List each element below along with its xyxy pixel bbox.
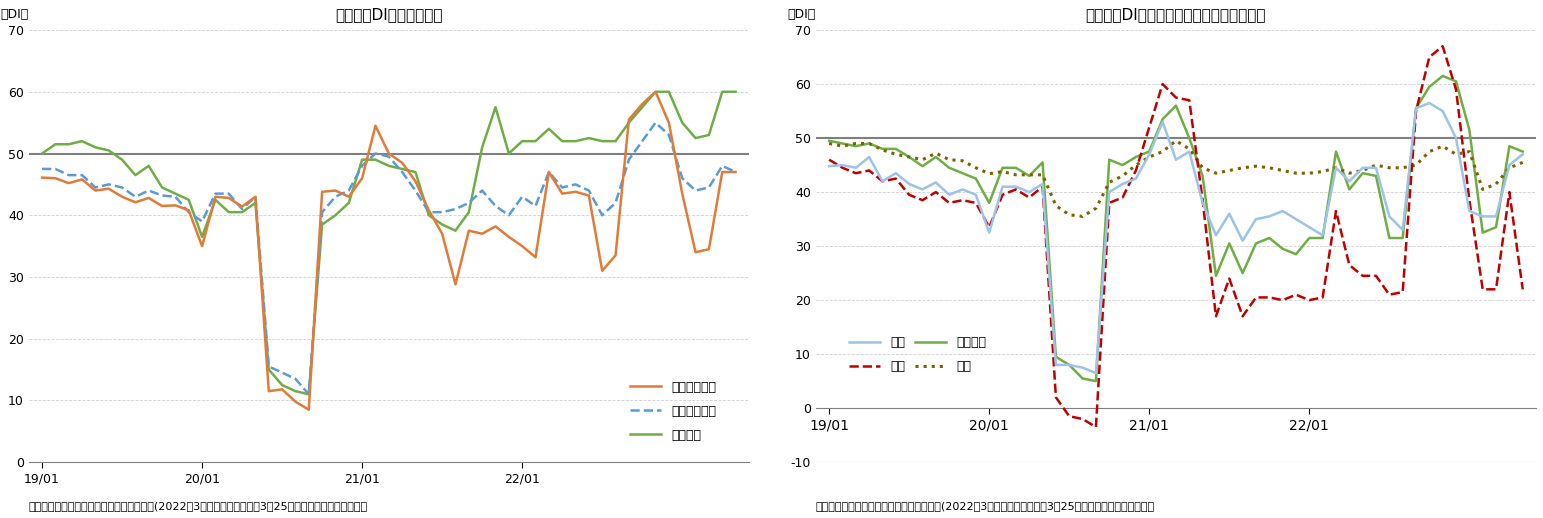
Title: 現状判断DIの内訳の推移: 現状判断DIの内訳の推移 bbox=[335, 7, 443, 22]
Text: （出所）内閣府「景気ウォッチャー調査」(2022年3月調査、調査期間：3月25日から月末、季節調整値）: （出所）内閣府「景気ウォッチャー調査」(2022年3月調査、調査期間：3月25日… bbox=[29, 501, 367, 511]
Title: 現状判断DI（家計動向関連）の内訳の推移: 現状判断DI（家計動向関連）の内訳の推移 bbox=[1086, 7, 1267, 22]
Legend: 小売, 飲食, サービス, 住宅: 小売, 飲食, サービス, 住宅 bbox=[844, 331, 991, 378]
Text: （DI）: （DI） bbox=[787, 8, 815, 21]
Text: （DI）: （DI） bbox=[0, 8, 28, 21]
Legend: 家計動向関連, 企業動向関連, 雇用関連: 家計動向関連, 企業動向関連, 雇用関連 bbox=[625, 376, 721, 447]
Text: （出所）内閣府「景気ウォッチャー調査」(2022年3月調査、調査期間：3月25日から月末、季節調整値）: （出所）内閣府「景気ウォッチャー調査」(2022年3月調査、調査期間：3月25日… bbox=[816, 501, 1156, 511]
